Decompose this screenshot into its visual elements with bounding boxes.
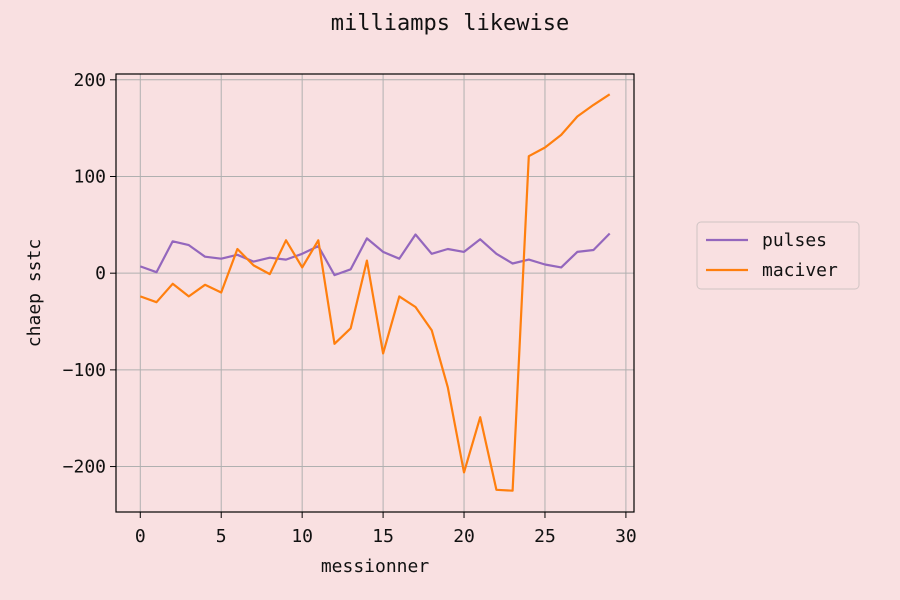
x-tick-label: 10 <box>291 526 313 547</box>
legend-label-pulses: pulses <box>762 230 827 251</box>
x-tick-label: 30 <box>615 526 637 547</box>
y-tick-label: 200 <box>73 70 106 91</box>
y-tick-label: −200 <box>63 457 106 478</box>
plot-frame <box>115 73 635 513</box>
legend-box <box>696 221 860 290</box>
ticks: 0 5 10 15 20 25 30 −200 −100 0 100 200 <box>63 70 637 547</box>
x-tick-label: 5 <box>216 526 227 547</box>
series-line-pulses <box>139 232 611 277</box>
x-axis-label: messionner <box>321 556 430 577</box>
y-tick-label: 0 <box>95 263 106 284</box>
x-tick-label: 25 <box>534 526 556 547</box>
series-layer <box>139 93 611 492</box>
y-tick-label: 100 <box>73 166 106 187</box>
chart-title: milliamps likewise <box>331 11 569 36</box>
x-tick-label: 20 <box>453 526 475 547</box>
legend: pulses maciver <box>696 221 860 290</box>
x-tick-label: 15 <box>372 526 394 547</box>
y-tick-label: −100 <box>63 360 106 381</box>
legend-label-maciver: maciver <box>762 260 838 281</box>
y-axis-label: chaep sstc <box>24 239 45 347</box>
x-tick-label: 0 <box>135 526 146 547</box>
series-line-maciver <box>139 93 611 492</box>
